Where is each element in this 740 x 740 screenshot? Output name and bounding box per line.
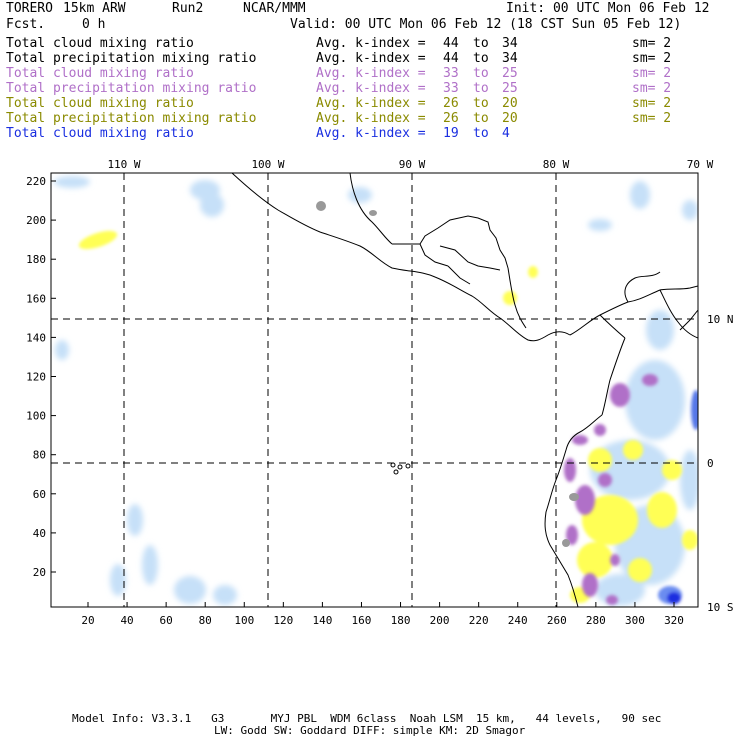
legend-from: 33 (443, 66, 459, 81)
lon-label-110w: 110 W (107, 158, 140, 171)
legend-name: Total precipitation mixing ratio (6, 51, 257, 66)
legend-name: Total cloud mixing ratio (6, 96, 194, 111)
legend-avg: Avg. k-index = (316, 51, 426, 66)
legend-avg: Avg. k-index = (316, 81, 426, 96)
legend-sm: sm= 2 (632, 51, 672, 66)
x-tick-label: 80 (199, 614, 212, 627)
legend-sm: sm= 2 (632, 36, 672, 51)
x-tick-label: 40 (120, 614, 133, 627)
y-tick-label: 200 (26, 214, 46, 227)
legend-to-word: to (473, 51, 489, 66)
x-tick-label: 100 (234, 614, 254, 627)
legend-from: 44 (443, 51, 459, 66)
x-tick-label: 320 (664, 614, 684, 627)
header-fcst-label: Fcst. (6, 17, 46, 32)
lat-lon-grid (51, 173, 698, 607)
x-tick-label: 120 (273, 614, 293, 627)
legend-to-word: to (473, 96, 489, 111)
header-run: Run2 (172, 1, 204, 16)
x-tick-label: 20 (81, 614, 94, 627)
legend-to: 34 (502, 51, 518, 66)
x-tick-label: 140 (312, 614, 332, 627)
y-tick-label: 180 (26, 253, 46, 266)
legend-to-word: to (473, 36, 489, 51)
header-fcst-value: 0 h (82, 17, 106, 32)
legend-to: 20 (502, 111, 518, 126)
legend-from: 33 (443, 81, 459, 96)
legend-to-word: to (473, 66, 489, 81)
map-plot: 110 W 100 W 90 W 80 W 70 W 10 N 0 10 S 2… (26, 158, 734, 627)
header-valid: Valid: 00 UTC Mon 06 Feb 12 (18 CST Sun … (290, 17, 682, 32)
x-tick-label: 280 (586, 614, 606, 627)
legend-avg: Avg. k-index = (316, 111, 426, 126)
x-tick-label: 240 (508, 614, 528, 627)
legend-from: 44 (443, 36, 459, 51)
x-tick-label: 300 (625, 614, 645, 627)
y-tick-label: 100 (26, 410, 46, 423)
x-tick-label: 200 (430, 614, 450, 627)
y-tick-label: 120 (26, 371, 46, 384)
plot-frame (50, 172, 699, 608)
x-tick-label: 220 (469, 614, 489, 627)
field-shading (54, 176, 698, 606)
legend-to: 25 (502, 81, 518, 96)
legend-sm: sm= 2 (632, 66, 672, 81)
x-tick-label: 180 (391, 614, 411, 627)
coastlines (231, 173, 698, 607)
legend-sm: sm= 2 (632, 81, 672, 96)
legend-sm: sm= 2 (632, 96, 672, 111)
legend-to-word: to (473, 81, 489, 96)
legend-to-word: to (473, 126, 489, 141)
lat-label-10s: 10 S (707, 601, 734, 614)
x-tick-label: 260 (547, 614, 567, 627)
legend-name: Total precipitation mixing ratio (6, 111, 257, 126)
header-model: TORERO (6, 1, 53, 16)
legend-name: Total cloud mixing ratio (6, 36, 194, 51)
legend-to: 25 (502, 66, 518, 81)
y-tick-label: 220 (26, 175, 46, 188)
legend-sm: sm= 2 (632, 111, 672, 126)
header-init: Init: 00 UTC Mon 06 Feb 12 (506, 1, 710, 16)
legend-name: Total precipitation mixing ratio (6, 81, 257, 96)
legend-to-word: to (473, 111, 489, 126)
lat-label-10n: 10 N (707, 313, 734, 326)
legend-from: 26 (443, 96, 459, 111)
model-info-line1: Model Info: V3.3.1 G3 MYJ PBL WDM 6class… (72, 712, 662, 725)
legend-avg: Avg. k-index = (316, 66, 426, 81)
model-info-line2: LW: Godd SW: Goddard DIFF: simple KM: 2D… (214, 724, 526, 737)
legend-from: 19 (443, 126, 459, 141)
legend-name: Total cloud mixing ratio (6, 126, 194, 141)
y-tick-label: 20 (33, 566, 46, 579)
header-resolution: 15km ARW (63, 1, 126, 16)
legend-avg: Avg. k-index = (316, 96, 426, 111)
x-tick-label: 160 (352, 614, 372, 627)
lat-label-0: 0 (707, 457, 714, 470)
lon-label-90w: 90 W (399, 158, 426, 171)
lon-label-80w: 80 W (543, 158, 570, 171)
y-tick-label: 40 (33, 527, 46, 540)
legend-to: 4 (502, 126, 510, 141)
y-tick-label: 60 (33, 488, 46, 501)
y-tick-label: 160 (26, 292, 46, 305)
lon-label-70w: 70 W (687, 158, 714, 171)
lon-label-100w: 100 W (251, 158, 284, 171)
x-tick-label: 60 (160, 614, 173, 627)
legend-to: 34 (502, 36, 518, 51)
legend-name: Total cloud mixing ratio (6, 66, 194, 81)
y-tick-label: 80 (33, 449, 46, 462)
legend-avg: Avg. k-index = (316, 36, 426, 51)
legend-avg: Avg. k-index = (316, 126, 426, 141)
legend-to: 20 (502, 96, 518, 111)
header-org: NCAR/MMM (243, 1, 306, 16)
y-tick-label: 140 (26, 331, 46, 344)
legend-from: 26 (443, 111, 459, 126)
